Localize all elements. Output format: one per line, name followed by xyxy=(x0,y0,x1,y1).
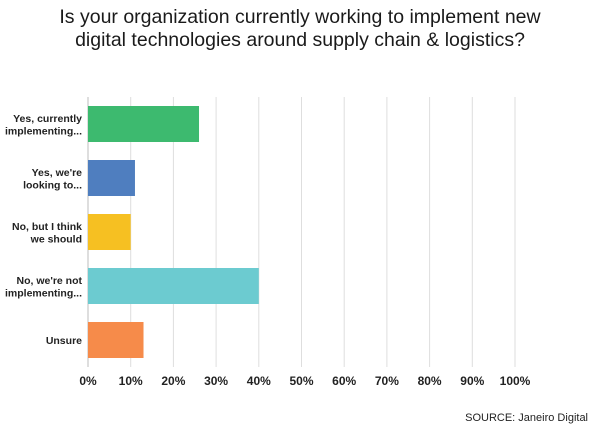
title-line-1: Is your organization currently working t… xyxy=(59,6,541,28)
category-label-line: Yes, currently xyxy=(13,113,82,125)
bars xyxy=(88,106,259,358)
category-label-line: looking to... xyxy=(23,179,82,191)
bar-0 xyxy=(88,106,200,142)
x-tick-label: 100% xyxy=(500,374,531,388)
x-tick-label: 40% xyxy=(247,374,271,388)
category-label: No, but I think we should xyxy=(12,221,82,246)
title-line-2: digital technologies around supply chain… xyxy=(75,29,525,51)
x-tick-label: 20% xyxy=(161,374,185,388)
x-tick-labels: 0% 10% 20% 30% 40% 50% 60% 70% 80% 90% 100% xyxy=(79,374,530,388)
category-label: Yes, we're looking to... xyxy=(23,167,82,192)
x-tick-label: 0% xyxy=(79,374,97,388)
bar-4 xyxy=(88,322,144,358)
x-tick-label: 50% xyxy=(289,374,313,388)
category-label-line: implementing... xyxy=(5,287,82,299)
category-label-line: Yes, we're xyxy=(32,167,83,179)
category-label-line: implementing... xyxy=(5,125,82,137)
category-label-line: No, but I think xyxy=(12,221,82,233)
category-label: No, we're not implementing... xyxy=(5,275,83,300)
source-note: SOURCE: Janeiro Digital xyxy=(465,412,588,424)
category-label-line: Unsure xyxy=(46,335,82,347)
category-labels: Yes, currently implementing...Yes, we're l… xyxy=(5,113,83,347)
category-label: Unsure xyxy=(46,335,82,347)
x-tick-label: 80% xyxy=(418,374,442,388)
chart-title: Is your organization currently working t… xyxy=(0,6,600,52)
x-tick-label: 30% xyxy=(204,374,228,388)
x-tick-label: 60% xyxy=(332,374,356,388)
category-label-line: we should xyxy=(30,233,82,245)
bar-2 xyxy=(88,214,131,250)
bar-1 xyxy=(88,160,135,196)
x-tick-label: 90% xyxy=(460,374,484,388)
category-label: Yes, currently implementing... xyxy=(5,113,82,138)
category-label-line: No, we're not xyxy=(16,275,82,287)
x-tick-label: 70% xyxy=(375,374,399,388)
x-tick-label: 10% xyxy=(119,374,143,388)
bar-3 xyxy=(88,268,259,304)
